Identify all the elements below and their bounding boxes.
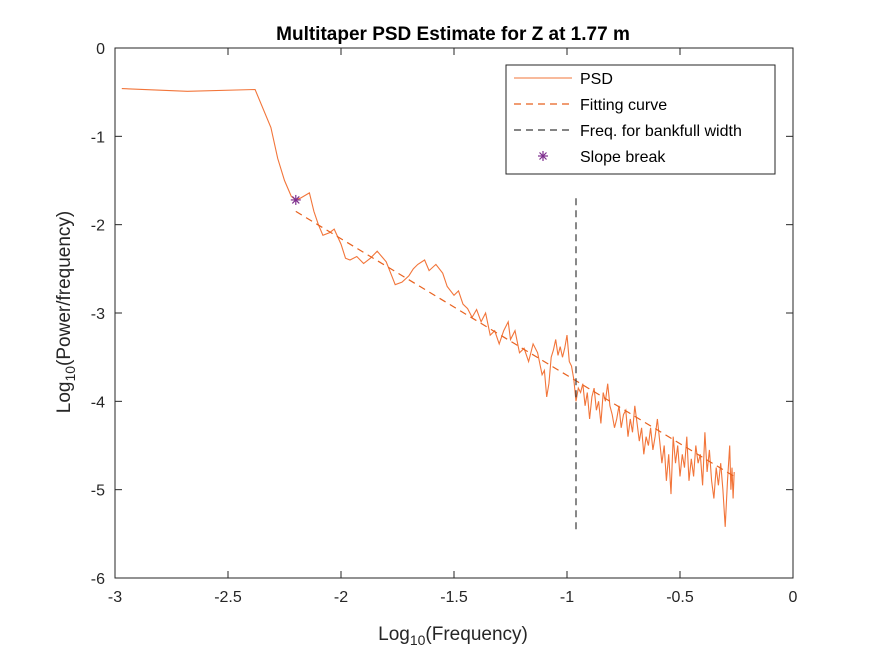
x-tick-label: -3 <box>108 589 122 606</box>
legend: PSD Fitting curve Freq. for bankfull width… <box>505 64 776 175</box>
x-tick-label: -2 <box>334 589 348 606</box>
series-fitting-curve-line <box>295 210 735 477</box>
y-tick-label: -1 <box>91 129 105 146</box>
legend-fitting-curve-label: Fitting curve <box>580 97 667 114</box>
series-psd-line <box>121 88 735 527</box>
legend-freq-for-bankfull-width-label: Freq. for bankfull width <box>580 123 742 140</box>
y-tick-label: -5 <box>91 483 105 500</box>
ticks: -3 -2.5 -2 -1.5 -1 -0.5 0 -6 -5 -4 -3 -2 -1 0 <box>91 41 798 606</box>
legend-slope-break-marker <box>538 151 548 161</box>
y-tick-label: -2 <box>91 218 105 235</box>
y-tick-label: -4 <box>91 394 105 411</box>
legend-box <box>505 64 776 175</box>
series-slope-break-marker <box>290 194 301 205</box>
x-tick-label: -1 <box>560 589 574 606</box>
legend-slope-break-label: Slope break <box>580 149 666 166</box>
legend-psd-label: PSD <box>580 71 613 88</box>
x-axis-label: Log10(Frequency) <box>378 624 528 648</box>
x-tick-label: 0 <box>789 589 798 606</box>
y-tick-label: -6 <box>91 571 105 588</box>
y-tick-label: 0 <box>96 41 105 58</box>
y-tick-label: -3 <box>91 306 105 323</box>
x-tick-label: -1.5 <box>440 589 468 606</box>
chart-title: Multitaper PSD Estimate for Z at 1.77 m <box>276 24 630 45</box>
x-tick-label: -2.5 <box>214 589 242 606</box>
x-tick-label: -0.5 <box>666 589 694 606</box>
y-axis-label: Log10(Power/frequency) <box>54 211 78 414</box>
